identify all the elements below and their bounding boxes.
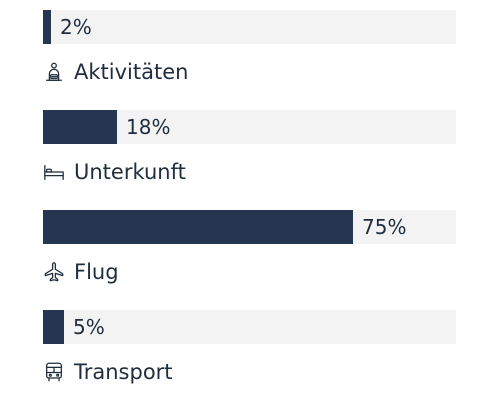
bus-icon [46,362,62,382]
breakdown-label-text: Unterkunft [74,160,186,184]
breakdown-item-flight: 75% Flug [43,210,456,284]
percent-label: 18% [126,115,171,139]
percent-label: 5% [73,315,105,339]
breakdown-label: Unterkunft [43,157,186,187]
breakdown-label: Transport [43,357,173,387]
activities-icon [46,62,62,81]
airplane-icon [44,262,64,282]
progress-fill [43,10,51,44]
breakdown-item-transport: 5% Transport [43,310,456,384]
progress-track: 5% [43,310,456,344]
progress-fill [43,310,64,344]
progress-track: 2% [43,10,456,44]
breakdown-label-text: Flug [74,260,119,284]
progress-fill [43,110,117,144]
breakdown-label-text: Transport [74,360,173,384]
progress-track: 18% [43,110,456,144]
breakdown-item-accommodation: 18% Unterkunft [43,110,456,184]
breakdown-label: Flug [43,257,119,287]
breakdown-item-activities: 2% Aktivitäten [43,10,456,84]
percent-label: 2% [60,15,92,39]
progress-track: 75% [43,210,456,244]
bed-icon [44,164,64,180]
percent-label: 75% [362,215,407,239]
progress-fill [43,210,353,244]
breakdown-label: Aktivitäten [43,57,188,87]
breakdown-label-text: Aktivitäten [74,60,189,84]
